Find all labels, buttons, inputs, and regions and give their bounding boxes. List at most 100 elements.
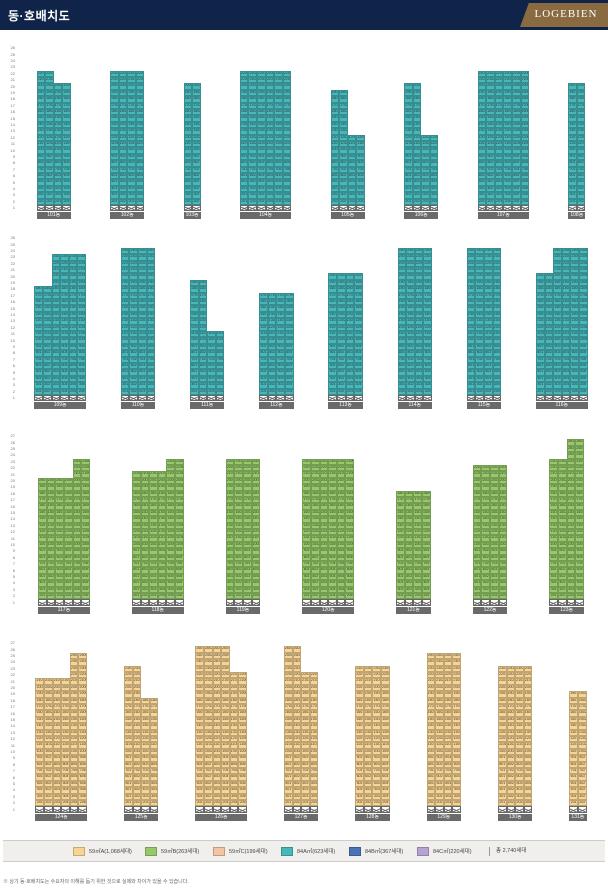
unit-cell: 1301 [472, 522, 482, 529]
unit-cell: 1004 [284, 337, 294, 344]
unit-cell: 1404 [561, 311, 571, 319]
floor-tick-label: 23 [10, 665, 15, 671]
unit-cell: 2506 [78, 652, 88, 660]
unit-cell: 301 [183, 192, 193, 199]
unit-cell: 1902 [412, 89, 422, 97]
unit-cell: 2102 [132, 678, 142, 685]
unit-cell: 2301 [497, 665, 507, 672]
unit-cell: 903 [149, 548, 158, 555]
unit-cell: 1401 [536, 311, 545, 319]
unit-cell: 1403 [443, 723, 453, 730]
unit-cell: 904 [62, 153, 71, 161]
unit-cell: 1806 [238, 697, 247, 704]
unit-cell: 2006 [282, 83, 292, 90]
pilotis-cell [523, 806, 533, 813]
unit-cell: 1504 [492, 305, 502, 312]
unit-cell: 602 [486, 173, 495, 180]
unit-cell: 1701 [472, 497, 482, 504]
unit-cell: 503 [414, 369, 424, 376]
unit-cell: 1804 [422, 490, 431, 497]
unit-cell: 902 [192, 153, 201, 161]
unit-cell: 201 [549, 593, 559, 600]
unit-cell: 2306 [77, 254, 86, 261]
unit-cell: 1902 [435, 691, 444, 698]
pilotis-cell [118, 205, 128, 212]
unit-cell: 2103 [149, 471, 158, 478]
unit-cell: 1803 [301, 697, 310, 704]
unit-cell: 1501 [38, 509, 47, 517]
unit-cell: 1904 [452, 691, 462, 698]
unit-cell: 406 [282, 185, 292, 193]
unit-cell: 1302 [363, 729, 373, 736]
unit-cell: 2103 [319, 471, 329, 478]
unit-cell: 701 [426, 768, 436, 775]
unit-cell: 1303 [414, 318, 424, 325]
unit-cell: 504 [429, 179, 439, 186]
unit-cell: 2102 [481, 471, 491, 478]
unit-cell: 1504 [309, 716, 319, 724]
unit-cell: 701 [225, 561, 235, 568]
unit-cell: 2202 [45, 70, 54, 77]
unit-cell: 902 [577, 755, 587, 762]
unit-cell: 704 [354, 356, 363, 363]
unit-cell: 1002 [45, 147, 54, 154]
unit-cell: 202 [310, 593, 320, 600]
unit-cell: 1604 [452, 710, 462, 717]
unit-cell: 1003 [443, 748, 453, 756]
unit-cell: 503 [53, 179, 63, 186]
unit-cell: 2206 [81, 465, 90, 472]
unit-cell: 2003 [443, 684, 453, 692]
unit-cell: 2301 [195, 665, 204, 672]
floor-tick-label: 8 [12, 350, 15, 356]
unit-cell: 502 [481, 573, 491, 581]
unit-cell: 2202 [234, 465, 243, 472]
unit-cell: 902 [44, 755, 53, 762]
unit-cell: 2404 [423, 247, 432, 255]
unit-cell: 604 [265, 173, 275, 180]
unit-cell: 1801 [330, 96, 340, 103]
unit-cell: 1404 [492, 311, 502, 319]
unit-cell: 1304 [328, 522, 337, 529]
unit-cell: 704 [498, 561, 508, 568]
unit-cell: 2002 [481, 477, 491, 485]
unit-cell: 2101 [225, 471, 235, 478]
unit-cell: 805 [68, 350, 78, 357]
unit-cell: 304 [354, 382, 363, 389]
unit-cell: 1502 [544, 305, 554, 312]
floor-tick-label: 16 [10, 109, 15, 115]
unit-cell: 803 [242, 554, 252, 561]
unit-cell: 703 [372, 768, 382, 775]
building: 201 202 203 204 301 302 303 304 401 402 403 404 501 5… [397, 235, 432, 410]
unit-cell: 2002 [363, 684, 373, 692]
unit-cell: 2001 [36, 83, 46, 90]
unit-cell: 2102 [118, 77, 128, 84]
unit-cell: 801 [110, 160, 119, 167]
unit-cell: 304 [265, 192, 275, 199]
pilotis-cell [283, 806, 293, 813]
unit-cell: 806 [345, 554, 354, 561]
unit-cell: 702 [44, 768, 53, 775]
unit-cell: 1202 [132, 736, 142, 743]
unit-cell: 204 [265, 198, 275, 205]
unit-cell: 1201 [497, 736, 507, 743]
unit-cell: 1204 [452, 736, 462, 743]
unit-cell: 304 [328, 586, 337, 593]
unit-cell: 1206 [78, 736, 88, 743]
unit-cell: 1701 [34, 292, 43, 299]
unit-cell: 201 [225, 593, 235, 600]
unit-cell: 303 [494, 192, 504, 199]
unit-cell: 1003 [319, 541, 329, 549]
unit-cell: 502 [336, 369, 346, 376]
unit-cell: 202 [412, 198, 422, 205]
unit-cell: 1605 [336, 503, 346, 510]
unit-cell: 805 [336, 554, 346, 561]
unit-cell: 1106 [238, 742, 247, 749]
unit-cell: 2202 [475, 260, 484, 267]
unit-cell: 903 [212, 755, 222, 762]
unit-cell: 1003 [137, 337, 147, 344]
unit-cell: 2202 [486, 70, 495, 77]
unit-cell: 903 [55, 548, 64, 555]
unit-cell: 203 [53, 198, 63, 205]
unit-cell: 1306 [520, 128, 530, 135]
unit-cell: 1001 [120, 337, 130, 344]
